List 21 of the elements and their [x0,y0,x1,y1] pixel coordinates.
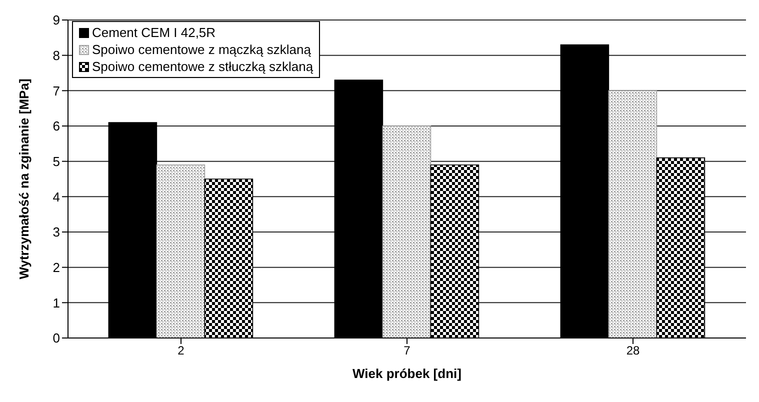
y-tick-label: 1 [52,295,60,310]
y-axis-title: Wytrzymałość na zginanie [MPa] [16,78,32,280]
y-tick-label: 4 [52,189,60,204]
bar [156,164,206,338]
x-tick-label: 28 [626,344,640,358]
y-tick-label: 5 [52,154,60,169]
y-tick-label: 0 [52,330,60,346]
x-axis-title: Wiek próbek [dni] [352,366,462,381]
bar [608,90,658,338]
y-tick-label: 3 [52,224,60,240]
y-tick-label: 7 [52,83,60,98]
y-tick-label: 9 [52,12,60,28]
legend-label: Spoiwo cementowe z mączką szklaną [92,41,311,58]
legend-label: Spoiwo cementowe z stłuczką szklaną [92,58,314,75]
y-tick-label: 6 [52,118,60,134]
y-tick-label: 8 [52,48,60,63]
x-tick-label: 7 [404,344,411,358]
x-tick-label: 2 [178,344,185,358]
legend-label: Cement CEM I 42,5R [92,24,216,41]
bar [382,126,432,338]
y-tick-label: 2 [52,260,60,275]
